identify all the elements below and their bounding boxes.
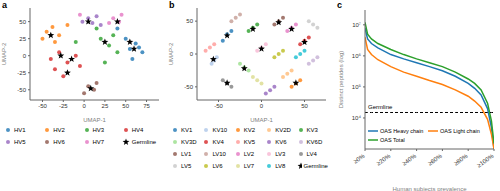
html-text:HV7: HV7 — [92, 139, 105, 145]
html-text:HV5: HV5 — [14, 139, 26, 145]
svg-text:-50: -50 — [38, 103, 47, 109]
svg-text:≥20%: ≥20% — [375, 153, 392, 167]
svg-text:≥40%: ≥40% — [401, 153, 418, 167]
html-text:Germline: Germline — [303, 163, 328, 169]
html-text:OAS Total: OAS Total — [380, 136, 405, 143]
svg-text:≥0%: ≥0% — [352, 153, 366, 165]
svg-text:Human subjects prevalence: Human subjects prevalence — [392, 186, 467, 191]
html-text:HV6: HV6 — [53, 139, 65, 145]
svg-text:50: 50 — [301, 103, 308, 109]
svg-text:UMAP-1: UMAP-1 — [250, 117, 273, 122]
svg-text:0: 0 — [190, 51, 194, 57]
html-text:LV1: LV1 — [181, 151, 192, 157]
html-text:KV2D: KV2D — [275, 127, 291, 133]
svg-text:UMAP-1: UMAP-1 — [83, 117, 106, 122]
html-text:OAS Heavy chain: OAS Heavy chain — [380, 127, 424, 134]
html-text:OAS Light chain: OAS Light chain — [440, 127, 480, 134]
html-text:LV7: LV7 — [243, 163, 254, 169]
html-text:HV1: HV1 — [14, 127, 26, 133]
svg-text:Germline: Germline — [368, 104, 393, 110]
svg-text:0: 0 — [23, 53, 27, 59]
html-text:LV4: LV4 — [306, 151, 317, 157]
html-text:KV5: KV5 — [243, 139, 256, 145]
html-text:b: b — [169, 0, 175, 10]
svg-text:≥100%: ≥100% — [476, 153, 492, 169]
html-text:HV2: HV2 — [53, 127, 65, 133]
html-text:KV1: KV1 — [181, 127, 193, 133]
svg-text:-50: -50 — [184, 84, 193, 90]
svg-text:50: 50 — [122, 103, 129, 109]
html-text:c: c — [337, 0, 342, 10]
svg-text:25: 25 — [19, 36, 26, 42]
html-text:Germline: Germline — [131, 139, 157, 145]
svg-text:-50: -50 — [214, 103, 223, 109]
svg-text:10⁷: 10⁷ — [352, 22, 361, 28]
html-text:LV2: LV2 — [243, 151, 254, 157]
svg-text:Distinct peptides (log): Distinct peptides (log) — [338, 51, 344, 109]
html-text:KV3D: KV3D — [181, 139, 197, 145]
svg-text:25: 25 — [102, 103, 109, 109]
svg-text:75: 75 — [143, 103, 150, 109]
svg-text:UMAP-2: UMAP-2 — [168, 42, 174, 65]
html-text:LV5: LV5 — [181, 163, 192, 169]
html-text:HV3: HV3 — [92, 127, 105, 133]
html-text:KV10: KV10 — [212, 127, 228, 133]
svg-text:50: 50 — [186, 18, 193, 24]
svg-text:≥60%: ≥60% — [427, 153, 444, 167]
html-text:LV8: LV8 — [275, 163, 286, 169]
html-text:a: a — [2, 0, 7, 10]
svg-text:0: 0 — [260, 103, 264, 109]
svg-text:-50: -50 — [17, 87, 26, 93]
html-text:LV10: LV10 — [212, 151, 226, 157]
svg-text:0: 0 — [82, 103, 86, 109]
svg-text:10⁴: 10⁴ — [352, 115, 362, 121]
html-text:KV4: KV4 — [212, 139, 224, 145]
html-text:KV6: KV6 — [275, 139, 287, 145]
svg-text:10⁶: 10⁶ — [352, 53, 362, 59]
html-text:HV4: HV4 — [131, 127, 144, 133]
html-text:LV6: LV6 — [212, 163, 223, 169]
svg-text:-25: -25 — [17, 70, 26, 76]
html-text:KV6D: KV6D — [306, 139, 323, 145]
html-text:LV3: LV3 — [275, 151, 286, 157]
svg-text:10⁵: 10⁵ — [352, 84, 362, 90]
svg-text:≥80%: ≥80% — [453, 153, 470, 167]
html-text:KV3: KV3 — [306, 127, 318, 133]
svg-text:50: 50 — [19, 19, 26, 25]
html-text:KV2: KV2 — [243, 127, 256, 133]
svg-text:-25: -25 — [59, 103, 68, 109]
